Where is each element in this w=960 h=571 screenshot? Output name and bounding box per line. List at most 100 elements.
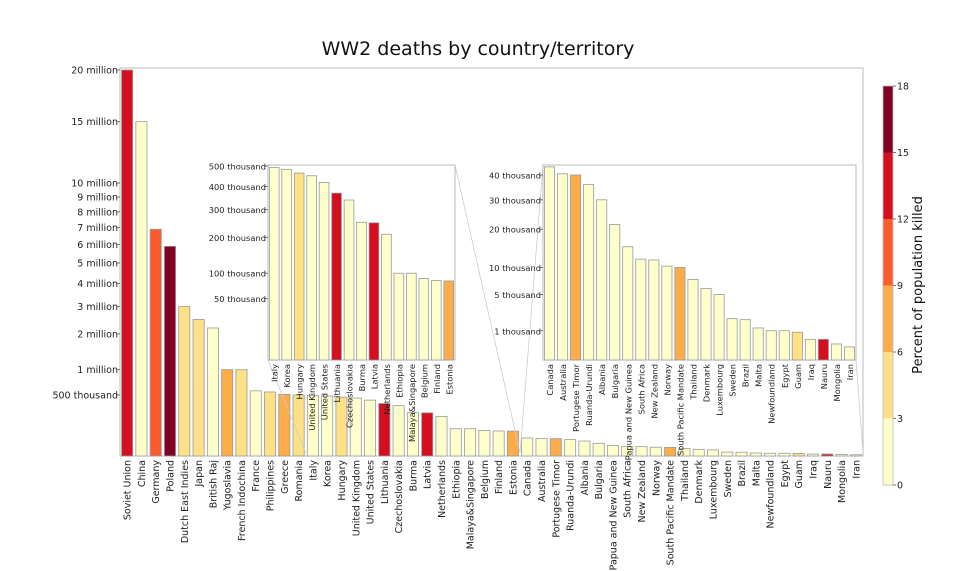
inset2-bar	[674, 267, 686, 361]
inset-1-bars	[268, 167, 455, 361]
main-x-tick-label: Malta	[751, 460, 762, 486]
colorbar-segment	[883, 219, 893, 286]
main-x-tick-label: Canada	[523, 460, 534, 496]
colorbar-segment	[883, 352, 893, 419]
main-x-tick-label: Australia	[537, 460, 548, 502]
main-bar	[849, 454, 862, 457]
main-bar	[278, 393, 291, 457]
inset1-x-tick-label: United States	[320, 364, 330, 420]
main-x-tick-label: China	[137, 460, 148, 487]
main-bar	[821, 453, 834, 457]
main-y-tick-label: 7 million	[77, 223, 118, 234]
main-bar	[306, 395, 319, 457]
inset2-bar	[700, 287, 712, 361]
main-x-tick-label: Thailand	[680, 460, 691, 502]
inset2-bar	[817, 338, 829, 361]
inset1-y-tick-label: 100 thousand	[209, 269, 266, 279]
main-x-tick-label: Germany	[151, 460, 162, 504]
inset2-bar	[687, 278, 699, 361]
main-x-tick-label: Romania	[294, 460, 305, 502]
connector-line	[855, 359, 864, 454]
main-x-tick-label: Lithuania	[380, 460, 391, 504]
inset-2-bars	[544, 166, 855, 361]
main-bar	[149, 228, 162, 457]
main-bar	[121, 69, 134, 457]
inset2-bar	[726, 318, 738, 361]
inset1-x-tick-label: Burma	[357, 364, 367, 391]
inset2-x-tick-label: New Zealand	[649, 364, 659, 419]
main-bar	[378, 403, 391, 457]
main-bar	[364, 399, 377, 457]
inset1-x-tick-label: Finland	[432, 364, 442, 394]
connector-line	[519, 164, 544, 454]
main-bars	[121, 69, 862, 457]
inset2-bar	[804, 338, 816, 361]
main-bar	[549, 438, 562, 457]
inset2-x-tick-label: Nauru	[819, 364, 829, 389]
main-x-tick-label: French Indochina	[237, 460, 248, 541]
main-x-tick-label: Japan	[194, 460, 205, 488]
colorbar-segment	[883, 152, 893, 219]
main-bar	[764, 452, 777, 457]
main-bar	[178, 306, 191, 457]
main-bar	[221, 369, 234, 457]
inset1-x-tick-label: Estonia	[444, 364, 454, 395]
inset1-x-tick-label: Malaya&Singapore	[407, 364, 417, 442]
connector-line	[454, 164, 521, 454]
inset-1-x-axis: Italy Korea Hungary United Kingdom United St…	[270, 364, 455, 442]
inset1-bar	[368, 222, 380, 361]
main-x-tick-label: France	[251, 460, 262, 492]
main-bar	[649, 446, 662, 457]
inset2-x-tick-label: Mongolia	[832, 364, 842, 402]
main-x-tick-label: British Raj	[208, 460, 219, 508]
main-bar	[778, 452, 791, 457]
colorbar-segment	[883, 418, 893, 485]
inset2-bar	[622, 246, 634, 361]
colorbar-tick-label: 12	[897, 215, 909, 226]
main-x-tick-label: Finland	[494, 460, 505, 494]
inset2-x-tick-label: Norway	[662, 364, 672, 396]
inset2-x-tick-label: South Pacific Mandate	[675, 364, 685, 456]
inset2-bar	[570, 174, 582, 361]
main-x-tick-label: Guam	[794, 460, 805, 488]
main-bar	[321, 395, 334, 457]
main-x-tick-label: New Zealand	[637, 460, 648, 522]
main-x-tick-label: Greece	[280, 460, 291, 494]
main-bar	[678, 448, 691, 457]
main-bar	[478, 429, 491, 457]
main-x-tick-label: Iran	[851, 460, 862, 479]
inset1-y-tick-label: 50 thousand	[214, 294, 266, 304]
main-bar	[807, 453, 819, 457]
main-bar	[464, 428, 477, 457]
inset2-x-tick-label: Portugese Timor	[571, 363, 581, 431]
inset2-x-tick-label: Malta	[754, 364, 764, 387]
main-x-tick-label: Portugese Timor	[551, 460, 562, 538]
main-bar	[606, 445, 619, 457]
main-y-tick-label: 20 million	[71, 66, 118, 77]
main-bar	[421, 412, 434, 457]
inset2-x-tick-label: Papua and New Guinea	[623, 364, 633, 460]
main-x-axis: Soviet Union China Germany Poland Dutch East…	[123, 460, 863, 571]
inset1-y-tick-label: 300 thousand	[209, 205, 266, 215]
main-x-tick-label: Soviet Union	[123, 460, 134, 520]
inset1-bar	[281, 168, 292, 361]
main-x-tick-label: Luxembourg	[708, 460, 719, 519]
inset-2-x-axis: Canada Australia Portugese Timor Ruanda-Uru…	[545, 363, 855, 460]
inset2-bar	[609, 223, 621, 361]
inset2-x-tick-label: Sweden	[728, 364, 738, 397]
colorbar-segment	[883, 285, 893, 352]
inset2-x-tick-label: Denmark	[702, 364, 712, 402]
inset2-x-tick-label: Ruanda-Urundi	[584, 364, 594, 426]
main-x-tick-label: Nauru	[823, 460, 834, 489]
inset1-x-tick-label: Italy	[270, 364, 280, 382]
main-y-tick-label: 15 million	[71, 117, 118, 128]
main-y-axis: 500 thousand 1 million 2 million 3 million 4…	[52, 66, 120, 401]
colorbar-tick-label: 0	[897, 481, 903, 492]
inset1-bar	[293, 172, 305, 361]
main-bar	[235, 369, 248, 457]
inset2-y-tick-label: 10 thousand	[489, 263, 541, 273]
inset2-x-tick-label: Australia	[558, 364, 568, 401]
main-y-tick-label: 10 million	[71, 179, 118, 190]
main-bar	[264, 391, 277, 457]
